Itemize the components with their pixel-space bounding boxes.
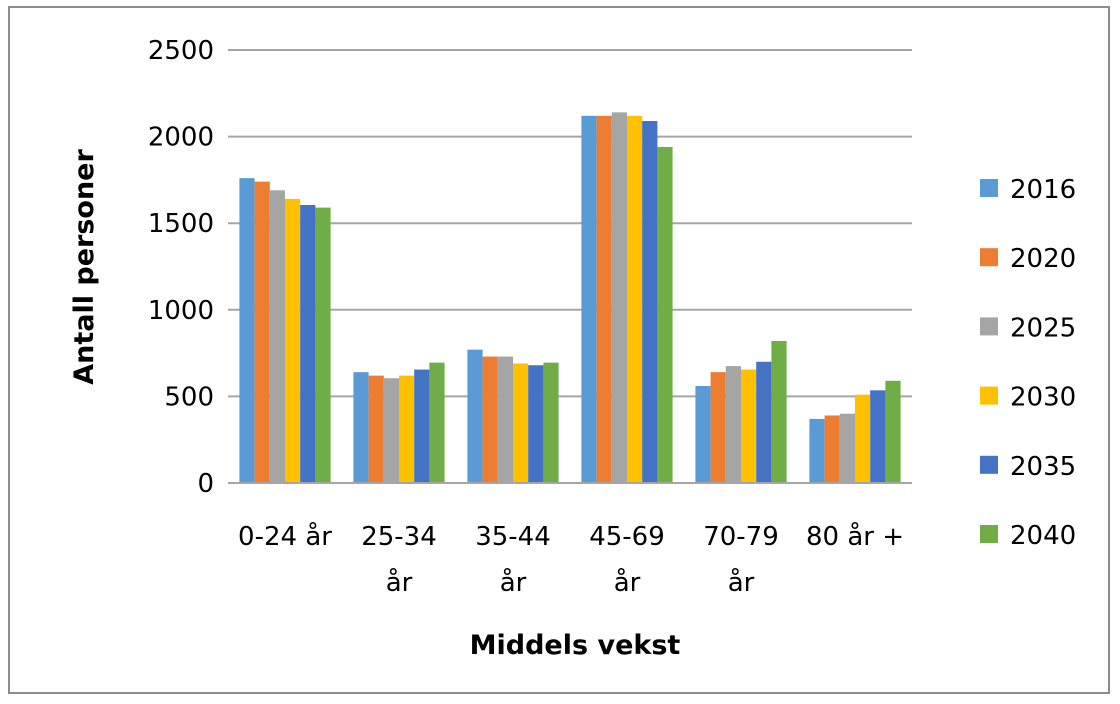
legend-swatch-2030 (980, 386, 998, 405)
x-tick-label: 35-44 (475, 522, 551, 552)
bar-2035-4 (756, 361, 772, 483)
bar-2016-2 (467, 349, 483, 483)
x-axis-title: Middels vekst (470, 630, 681, 661)
legend-label: 2016 (1010, 175, 1076, 205)
x-tick-label: 45-69 (589, 522, 665, 552)
legend-swatch-2025 (980, 317, 998, 336)
y-tick-label: 1500 (148, 209, 214, 239)
bars (239, 112, 901, 484)
x-tick-label: 80 år + (806, 521, 904, 552)
bar-2040-3 (657, 146, 673, 483)
y-tick-label: 500 (164, 382, 214, 412)
bar-2030-4 (741, 369, 757, 483)
bar-2040-0 (315, 207, 331, 483)
bar-2016-3 (581, 115, 597, 483)
bar-2020-2 (482, 356, 498, 483)
bar-2035-0 (300, 205, 316, 483)
x-tick-label: år (614, 567, 641, 598)
bar-2016-1 (353, 372, 369, 483)
bar-2030-5 (855, 394, 871, 483)
bar-2030-2 (513, 363, 529, 483)
bar-2016-0 (239, 178, 255, 483)
bar-2030-0 (285, 198, 301, 483)
bar-2030-1 (399, 375, 415, 483)
legend-label: 2035 (1010, 452, 1076, 482)
x-tick-label: 0-24 år (238, 521, 332, 552)
legend-swatch-2016 (980, 179, 998, 197)
bar-2025-1 (383, 378, 399, 483)
bar-2035-1 (414, 369, 430, 483)
x-tick-label: år (500, 567, 527, 598)
gridlines (228, 49, 912, 398)
bar-2035-5 (870, 390, 886, 483)
bar-2020-3 (596, 115, 612, 483)
bar-2040-4 (771, 340, 787, 483)
x-tick-label: 25-34 (361, 522, 437, 552)
bar-2020-0 (254, 181, 270, 483)
bar-2016-4 (695, 386, 711, 483)
bar-2040-1 (429, 362, 445, 483)
legend-label: 2020 (1010, 244, 1076, 274)
bar-2020-4 (710, 372, 726, 483)
bar-2020-5 (824, 415, 840, 483)
bar-2025-3 (611, 112, 627, 484)
legend: 2016 2020 2025 2030 2035 2040 (980, 175, 1076, 551)
x-axis-ticks: 0-24 år 25-34 år 35-44 år 45-69 år 70-79 år 80 år… (238, 521, 904, 598)
bar-2016-5 (809, 418, 825, 483)
legend-label: 2025 (1010, 313, 1076, 343)
bar-2025-0 (269, 190, 285, 484)
bar-2030-3 (627, 115, 643, 483)
bar-2025-2 (497, 356, 513, 483)
bar-2040-5 (885, 380, 901, 483)
chart-frame (8, 6, 1110, 694)
legend-label: 2040 (1010, 521, 1076, 551)
bar-2020-1 (368, 375, 384, 483)
y-tick-label: 2000 (148, 123, 214, 153)
y-tick-label: 0 (197, 469, 214, 499)
y-axis-title: Antall personer (69, 149, 100, 385)
bar-2025-5 (839, 413, 855, 483)
legend-swatch-2040 (980, 525, 998, 543)
bar-2040-2 (543, 362, 559, 483)
bar-2035-3 (642, 121, 658, 484)
legend-swatch-2035 (980, 455, 998, 474)
y-axis-ticks: 0 500 1000 1500 2000 2500 (148, 36, 214, 499)
y-tick-label: 2500 (148, 36, 214, 66)
x-tick-label: 70-79 (703, 522, 779, 552)
y-tick-label: 1000 (148, 296, 214, 326)
bar-2035-2 (528, 365, 544, 483)
legend-label: 2030 (1010, 383, 1076, 413)
legend-swatch-2020 (980, 248, 998, 267)
x-tick-label: år (728, 567, 755, 598)
x-tick-label: år (386, 567, 413, 598)
bar-2025-4 (725, 366, 741, 483)
